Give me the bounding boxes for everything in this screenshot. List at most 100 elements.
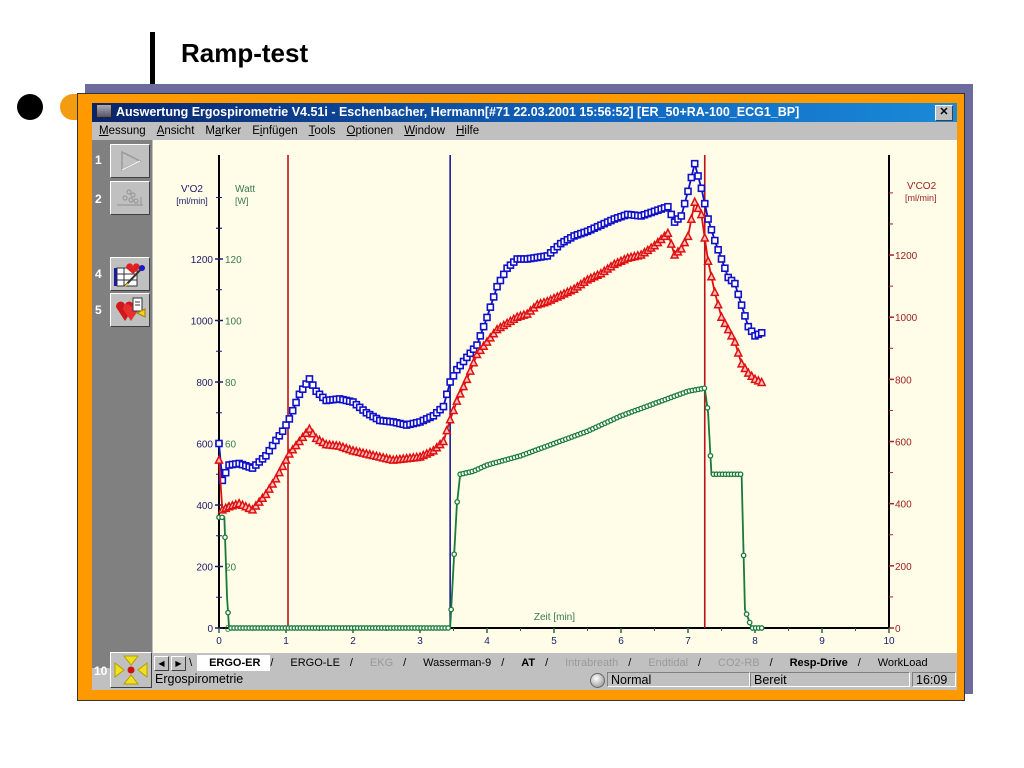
tab-resp-drive[interactable]: Resp-Drive: [789, 657, 848, 669]
heart-table-pen-icon: [114, 263, 145, 287]
x-axis-title: Zeit [min]: [534, 612, 575, 623]
menu-item-optionen[interactable]: Optionen: [346, 125, 394, 137]
vco2-tick-label: 1000: [895, 313, 918, 324]
watt-tick-label: 100: [225, 317, 242, 328]
x-tick-label: 5: [551, 636, 557, 647]
status-state-panel: Bereit: [750, 672, 910, 687]
toolbar-button-10[interactable]: [110, 652, 152, 688]
menu-item-window[interactable]: Window: [404, 125, 446, 137]
app-window: Auswertung Ergospirometrie V4.51i - Esch…: [92, 103, 957, 690]
tab-scroll-left-button[interactable]: ◀: [154, 655, 169, 671]
tool-number-1: 1: [95, 153, 102, 167]
title-accent-line: [150, 32, 155, 84]
window-titlebar[interactable]: Auswertung Ergospirometrie V4.51i - Esch…: [92, 103, 957, 122]
tab-intrabreath[interactable]: Intrabreath: [565, 657, 619, 669]
vco2-tick-label: 800: [895, 375, 912, 386]
tab-co2-rb[interactable]: CO2-RB: [718, 657, 760, 669]
series-vo2: [215, 159, 766, 485]
menu-item-ansicht[interactable]: Ansicht: [156, 125, 195, 137]
x-tick-label: 2: [350, 636, 356, 647]
status-mode-panel: Normal: [607, 672, 750, 687]
toolbar-button-1[interactable]: [110, 144, 150, 178]
vco2-tick-label: 200: [895, 562, 912, 573]
menu-item-messung[interactable]: Messung: [99, 125, 146, 137]
vco2-tick-label: 600: [895, 438, 912, 449]
status-time-panel: 16:09: [912, 672, 956, 687]
toolbar-button-5[interactable]: [110, 293, 150, 327]
tab-ekg[interactable]: EKG: [369, 657, 394, 669]
status-mode: Normal: [611, 673, 652, 687]
x-tick-label: 1: [283, 636, 289, 647]
tab-at[interactable]: AT: [521, 657, 536, 669]
x-tick-label: 4: [484, 636, 490, 647]
tab-endtidal[interactable]: Endtidal: [648, 657, 689, 669]
watt-tick-label: 120: [225, 255, 242, 266]
close-icon: ✕: [939, 106, 949, 118]
tab-separator: \: [189, 657, 193, 669]
tab-separator: /: [857, 657, 861, 669]
tab-separator: /: [545, 657, 549, 669]
watt-tick-label: 0: [225, 624, 231, 635]
watt-tick-label: 80: [225, 378, 237, 389]
tool-number-4: 4: [95, 267, 102, 281]
vco2-tick-label: 400: [895, 500, 912, 511]
tab-ergo-le[interactable]: ERGO-LE: [290, 657, 340, 669]
status-indicator-icon: [590, 673, 605, 688]
menu-item-tools[interactable]: Tools: [308, 125, 336, 137]
vo2-axis-unit: [ml/min]: [176, 196, 208, 206]
toolbar-button-4[interactable]: [110, 257, 150, 291]
vo2-tick-label: 1000: [191, 317, 214, 328]
x-tick-label: 7: [685, 636, 691, 647]
x-tick-label: 6: [618, 636, 624, 647]
app-icon: [96, 104, 112, 118]
tab-workload[interactable]: WorkLoad: [877, 657, 928, 669]
vo2-tick-label: 400: [196, 501, 213, 512]
tab-separator: /: [628, 657, 632, 669]
tab-separator: /: [349, 657, 353, 669]
tool-number-2: 2: [95, 192, 102, 206]
toolbar-button-2[interactable]: [110, 181, 150, 215]
watt-axis-unit: [W]: [235, 196, 249, 206]
series-vco2: [214, 196, 767, 514]
chart-plot-area[interactable]: 0020020400406006080080100010012001200200…: [153, 140, 957, 653]
close-button[interactable]: ✕: [935, 105, 953, 121]
x-tick-label: 3: [417, 636, 423, 647]
vco2-tick-label: 1200: [895, 251, 918, 262]
tab-scroll-right-button[interactable]: ▶: [171, 655, 186, 671]
tab-separator: /: [403, 657, 407, 669]
tab-separator: /: [270, 657, 274, 669]
bullet-black-dot: [17, 94, 43, 120]
move-arrows-icon: [114, 655, 148, 685]
left-toolbar: 1 2 4 5: [92, 140, 152, 668]
series-watt: [216, 385, 765, 631]
tab-separator: /: [698, 657, 702, 669]
menu-item-hilfe[interactable]: Hilfe: [456, 125, 480, 137]
vco2-axis-title: V'CO2: [907, 181, 937, 192]
watt-tick-label: 20: [225, 563, 237, 574]
menu-bar: Messung Ansicht Marker Einfügen Tools Optione…: [92, 122, 957, 140]
vco2-axis-unit: [ml/min]: [905, 193, 937, 203]
menu-item-einfügen[interactable]: Einfügen: [252, 125, 298, 137]
menu-item-marker[interactable]: Marker: [205, 125, 242, 137]
x-tick-label: 0: [216, 636, 222, 647]
x-tick-label: 9: [819, 636, 825, 647]
watt-tick-label: 60: [225, 440, 237, 451]
tab-separator: /: [501, 657, 505, 669]
play-triangle-icon: [121, 150, 142, 172]
heart-document-icon: [116, 297, 146, 321]
tab-separator: /: [769, 657, 773, 669]
tab-wasserman-9[interactable]: Wasserman-9: [423, 657, 492, 669]
x-tick-label: 8: [752, 636, 758, 647]
tool-number-5: 5: [95, 303, 102, 317]
x-tick-label: 10: [883, 636, 895, 647]
vco2-tick-label: 0: [895, 624, 901, 635]
vo2-axis-title: V'O2: [181, 184, 203, 195]
status-state: Bereit: [754, 673, 787, 687]
status-time: 16:09: [916, 673, 948, 687]
ergospirometry-chart[interactable]: 0020020400406006080080100010012001200200…: [153, 140, 957, 653]
tab-ergo-er[interactable]: ERGO-ER: [197, 655, 271, 671]
sheet-tabs: ◀ ▶ \ ERGO-ER / ERGO-LE / EKG / Wasserman-9/AT / I…: [152, 655, 957, 671]
vo2-tick-label: 1200: [191, 255, 214, 266]
scatter-plot-icon: [117, 189, 143, 206]
status-text-left: Ergospirometrie: [155, 672, 244, 686]
